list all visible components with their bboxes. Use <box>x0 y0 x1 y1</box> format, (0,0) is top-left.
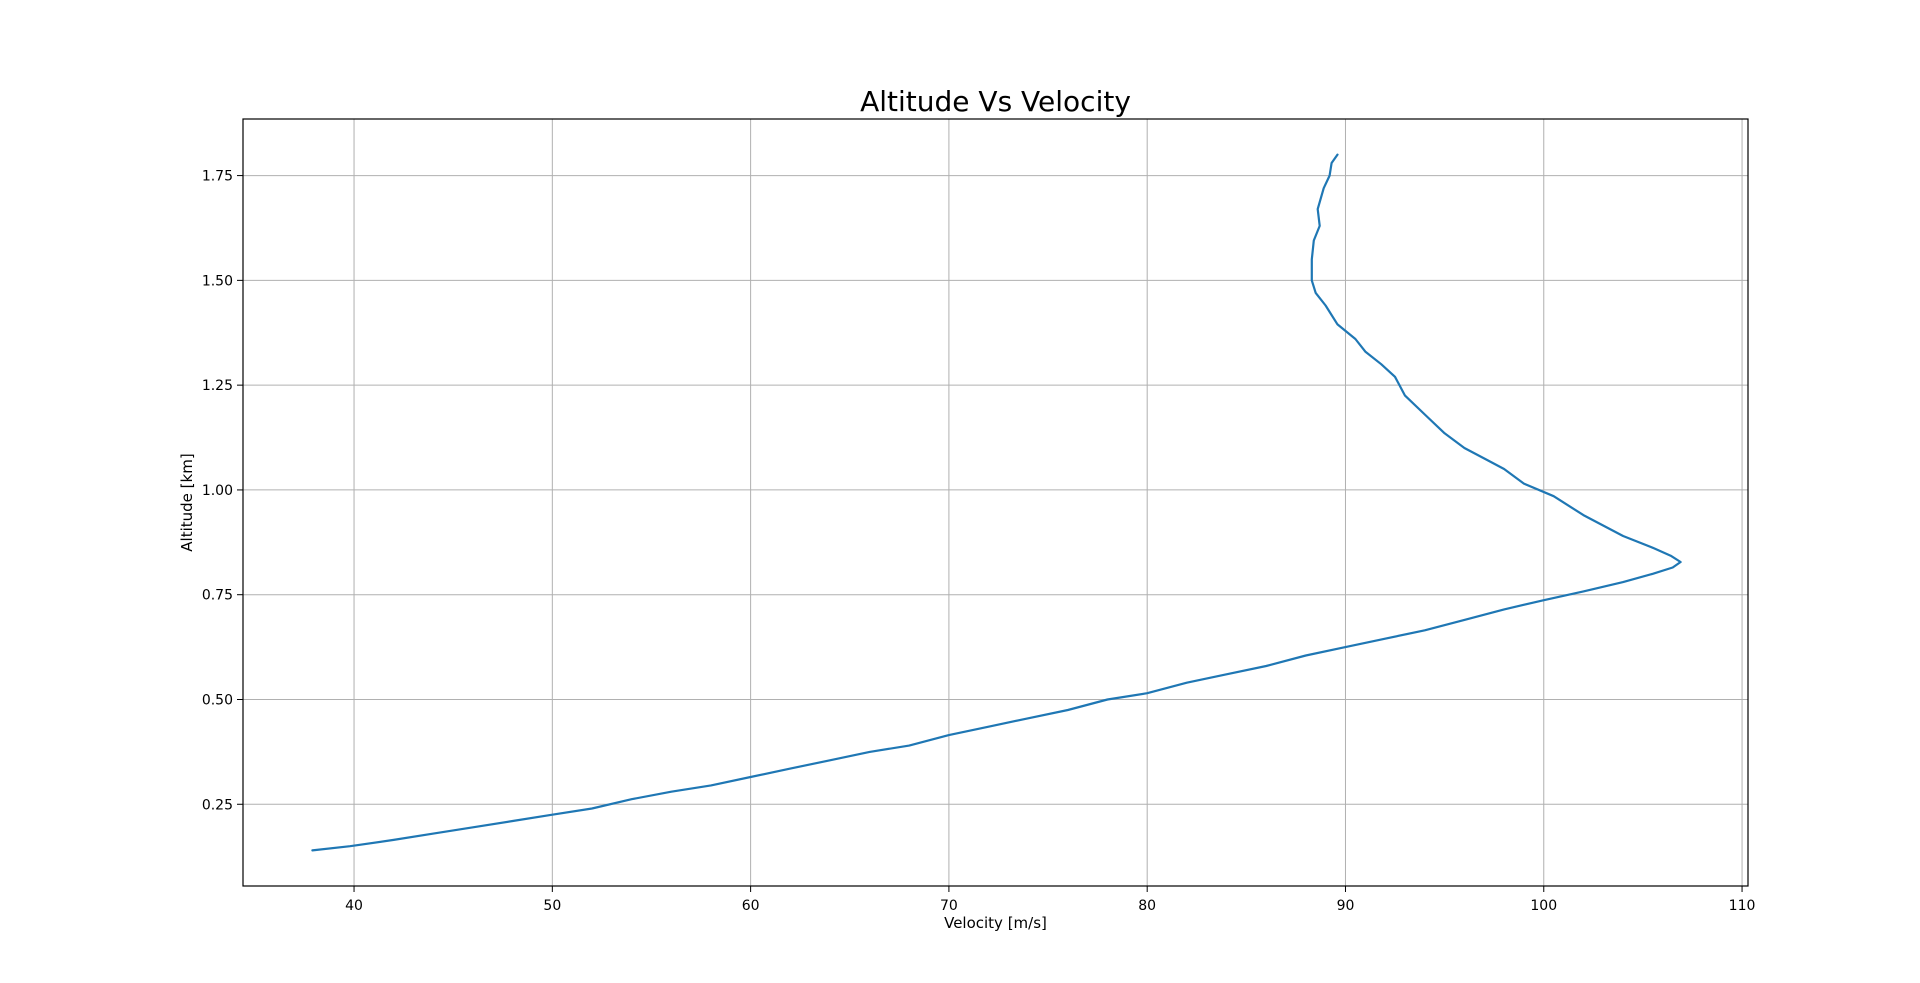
y-axis-ticks: 0.25 0.50 0.75 1.00 1.25 1.50 1.75 <box>202 169 243 813</box>
y-tick-label: 0.50 <box>202 692 233 708</box>
x-tick-label: 60 <box>742 898 760 914</box>
x-axis-ticks: 40 50 60 70 80 90 100 110 <box>345 886 1755 914</box>
y-tick-label: 1.50 <box>202 273 233 289</box>
series-layer <box>311 153 1682 852</box>
x-tick-label: 50 <box>543 898 561 914</box>
y-tick-label: 0.75 <box>202 588 233 604</box>
plot-frame <box>242 118 1749 887</box>
y-axis-label: Altitude [km] <box>178 453 196 551</box>
chart-title: Altitude Vs Velocity <box>860 85 1131 118</box>
y-tick-label: 1.25 <box>202 378 233 394</box>
x-tick-label: 90 <box>1337 898 1355 914</box>
y-tick-label: 1.75 <box>202 169 233 185</box>
y-tick-label: 1.00 <box>202 483 233 499</box>
x-tick-label: 40 <box>345 898 363 914</box>
x-tick-label: 100 <box>1530 898 1557 914</box>
x-tick-label: 110 <box>1729 898 1756 914</box>
y-tick-label: 0.25 <box>202 797 233 813</box>
x-tick-label: 80 <box>1138 898 1156 914</box>
altitude-velocity-series-line <box>311 153 1682 852</box>
x-tick-label: 70 <box>940 898 958 914</box>
grid-layer <box>243 119 1748 886</box>
x-axis-label: Velocity [m/s] <box>944 914 1047 932</box>
